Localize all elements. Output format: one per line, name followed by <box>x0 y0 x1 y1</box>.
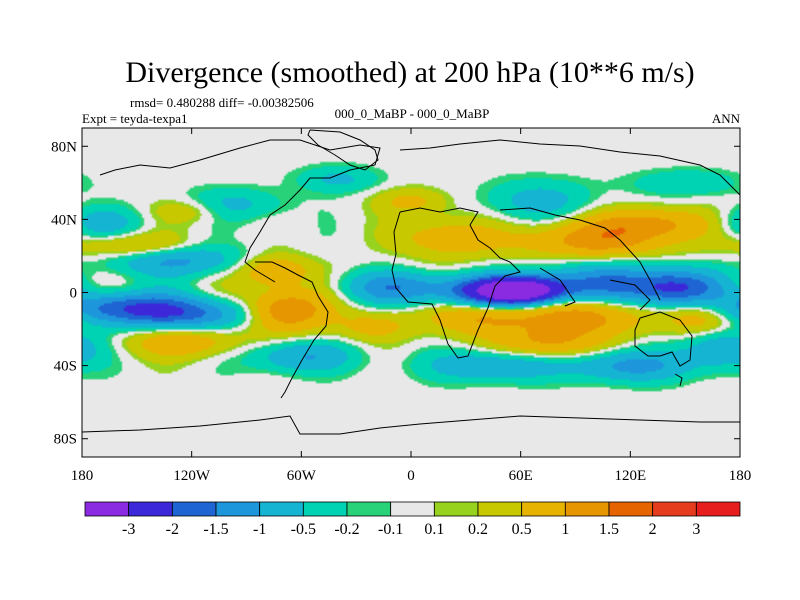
colorbar-swatch <box>477 501 523 517</box>
colorbar-swatch <box>564 501 610 517</box>
x-axis-ticks: 180 120W 60W 0 60E 120E 180 <box>71 128 752 484</box>
colorbar-label: 1 <box>561 521 569 538</box>
colorbar-label: 0.2 <box>468 521 488 538</box>
colorbar-swatch <box>128 501 173 517</box>
colorbar-label: -0.5 <box>291 521 316 538</box>
x-tick-label: 60E <box>509 468 533 484</box>
colorbar-label: -0.1 <box>378 521 403 538</box>
x-tick-label: 120W <box>173 468 211 484</box>
y-tick-label: 40N <box>51 212 77 228</box>
y-tick-label: 40S <box>54 359 77 375</box>
colorbar-label: -2 <box>166 521 179 538</box>
colorbar-swatch <box>608 501 654 517</box>
experiment-label: Expt = teyda-texpa1 <box>82 111 188 126</box>
colorbar-label: 0.5 <box>512 521 532 538</box>
colorbar-swatch <box>302 501 348 517</box>
colorbar-label: -1 <box>253 521 266 538</box>
colorbar-swatch <box>259 501 304 517</box>
colorbar: -3 -2 -1.5 -1 -0.5 -0.2 -0.1 0.1 0.2 0.5 1 1.5 2 3 <box>84 501 741 538</box>
x-tick-label: 60W <box>287 468 317 484</box>
comparison-label: 000_0_MaBP - 000_0_MaBP <box>335 106 490 121</box>
colorbar-swatch <box>652 501 697 517</box>
y-tick-label: 80S <box>54 432 77 448</box>
colorbar-label: -3 <box>122 521 135 538</box>
colorbar-label: -1.5 <box>203 521 228 538</box>
chart-title: Divergence (smoothed) at 200 hPa (10**6 … <box>125 56 694 89</box>
y-axis-ticks: 80N 40N 0 40S 80S <box>51 139 740 448</box>
colorbar-label: 3 <box>692 521 700 538</box>
colorbar-label: -0.2 <box>334 521 359 538</box>
period-label: ANN <box>712 111 741 126</box>
y-tick-label: 0 <box>70 286 78 302</box>
colorbar-swatch <box>84 501 130 517</box>
stats-line: rmsd= 0.480288 diff= -0.00382506 <box>130 95 314 110</box>
colorbar-swatch <box>695 501 741 517</box>
colorbar-swatch <box>215 501 261 517</box>
x-tick-label: 120E <box>614 468 646 484</box>
x-tick-label: 180 <box>729 468 752 484</box>
colorbar-swatch <box>521 501 566 517</box>
plot-area <box>82 128 740 457</box>
colorbar-swatch <box>390 501 435 517</box>
x-tick-label: 0 <box>407 468 415 484</box>
colorbar-label: 2 <box>649 521 657 538</box>
colorbar-label: 1.5 <box>599 521 619 538</box>
colorbar-swatch <box>346 501 392 517</box>
colorbar-swatch <box>171 501 217 517</box>
colorbar-label: 0.1 <box>424 521 444 538</box>
coastlines <box>82 129 740 435</box>
colorbar-swatch <box>433 501 479 517</box>
y-tick-label: 80N <box>51 139 77 155</box>
x-tick-label: 180 <box>71 468 94 484</box>
divergence-field <box>82 128 740 457</box>
